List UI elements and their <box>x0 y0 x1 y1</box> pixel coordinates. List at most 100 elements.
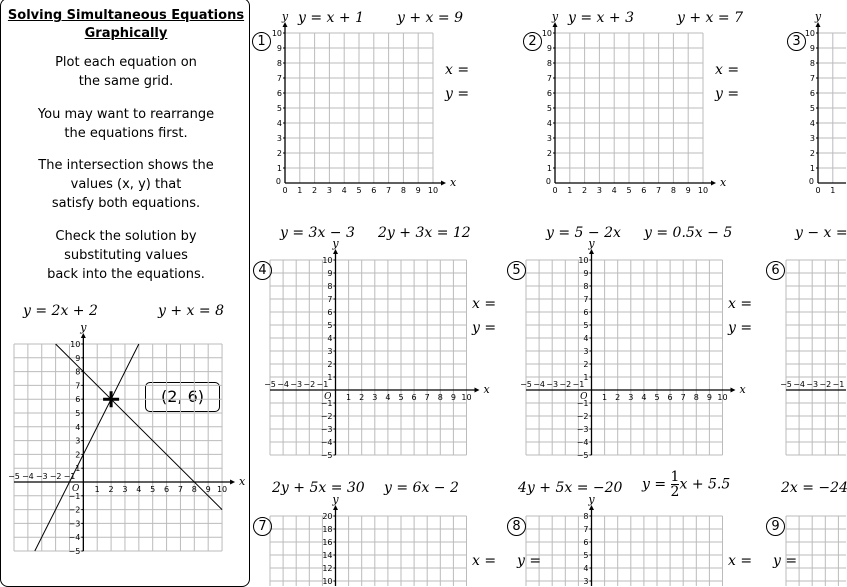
y-tick-label: 14 <box>322 551 332 560</box>
y-tick-label: 10 <box>272 29 282 38</box>
y-tick-label: 2 <box>327 360 332 369</box>
x-tick-label: 3 <box>372 393 377 402</box>
x-tick-label: 8 <box>192 485 197 494</box>
y-tick-label: 10 <box>322 577 332 586</box>
x-tick-label: 6 <box>668 393 673 402</box>
x-tick-label: 9 <box>707 393 712 402</box>
y-tick-label: −4 <box>321 438 333 447</box>
y-tick-label: −4 <box>577 438 589 447</box>
y-tick-label: −1 <box>321 399 333 408</box>
text-line: the same grid. <box>78 74 174 89</box>
y-tick-label: 5 <box>75 409 80 418</box>
problem-equation-2: y + x = 9 <box>397 10 463 26</box>
y-tick-label: 6 <box>583 308 588 317</box>
problem-7-graph: y 10 12 14 16 18 20 <box>269 493 467 586</box>
x-tick-label: 6 <box>371 186 376 195</box>
problem-number: 6 <box>766 261 785 280</box>
problem-equation-1: y = x + 1 <box>298 10 364 26</box>
x-tick-label: 1 <box>567 186 572 195</box>
y-tick-label: −4 <box>69 533 81 542</box>
worksheet-title-line2: Graphically <box>84 26 168 41</box>
problem-equation-2: y + x = 7 <box>677 10 743 26</box>
x-tick-label: 7 <box>656 186 661 195</box>
problem-equation-1: y − x = <box>795 225 847 241</box>
x-tick-label: −1 <box>833 380 845 389</box>
text-line: values (x, y) that <box>70 177 182 192</box>
x-tick-label: 1 <box>95 485 100 494</box>
x-tick-label: −5 <box>520 380 532 389</box>
y-tick-label: −3 <box>69 519 81 528</box>
y-tick-label: 10 <box>542 29 552 38</box>
denominator: 2 <box>670 484 680 500</box>
x-tick-label: −2 <box>303 380 315 389</box>
y-tick-label: 8 <box>547 59 552 68</box>
x-tick-label: 9 <box>416 186 421 195</box>
y-axis-label: y <box>551 10 559 23</box>
problem-number: 5 <box>507 261 526 280</box>
y-tick-label: 4 <box>327 334 332 343</box>
problem-number: 2 <box>523 32 542 51</box>
y-tick-label: 6 <box>547 89 552 98</box>
x-tick-label: 6 <box>641 186 646 195</box>
answer-x-label: x = <box>715 62 740 78</box>
x-tick-label: −4 <box>533 380 545 389</box>
y-tick-label: 3 <box>327 347 332 356</box>
problem-6-graph: −5 −4 −3 −2 −1 <box>780 259 846 456</box>
x-tick-label: 10 <box>461 393 471 402</box>
x-tick-label: 4 <box>641 393 646 402</box>
x-tick-label: 8 <box>438 393 443 402</box>
origin-label: O <box>580 392 588 402</box>
x-tick-label: 5 <box>150 485 155 494</box>
problem-number: 3 <box>787 32 806 51</box>
y-tick-label: 5 <box>277 104 282 113</box>
x-tick-label: −3 <box>806 380 818 389</box>
x-axis-arrow-icon <box>474 387 480 393</box>
y-tick-label: 0 <box>546 177 551 186</box>
y-tick-label: 2 <box>810 149 815 158</box>
x-tick-label: −3 <box>36 472 48 481</box>
x-tick-label: −1 <box>573 380 585 389</box>
problem-number: 4 <box>253 261 272 280</box>
y-axis-label: y <box>281 10 289 23</box>
problem-number: 1 <box>252 32 271 51</box>
y-axis-arrow-icon <box>552 22 558 27</box>
x-axis-arrow-icon <box>441 180 446 186</box>
x-tick-label: 1 <box>602 393 607 402</box>
y-tick-label: 9 <box>75 354 80 363</box>
y-tick-label: 12 <box>322 564 332 573</box>
x-tick-label: 4 <box>342 186 347 195</box>
y-tick-label: 5 <box>810 104 815 113</box>
y-tick-label: 7 <box>547 74 552 83</box>
x-tick-label: 9 <box>206 485 211 494</box>
y-tick-label: 0 <box>809 177 814 186</box>
problem-equation-1: y = 5 − 2x <box>546 225 621 241</box>
x-tick-label: −2 <box>819 380 831 389</box>
instruction-2: You may want to rearrange the equations f… <box>1 105 251 143</box>
problem-equation-2: 2y + 3x = 12 <box>378 225 471 241</box>
x-axis-arrow-icon <box>730 387 736 393</box>
x-tick-label: 5 <box>654 393 659 402</box>
x-tick-label: 10 <box>717 393 727 402</box>
y-axis-arrow-icon <box>589 249 594 254</box>
instructions-panel: Solving Simultaneous Equations Graphical… <box>0 0 250 587</box>
y-tick-label: 3 <box>583 577 588 586</box>
x-axis-arrow-icon <box>230 479 236 485</box>
y-tick-label: 6 <box>810 89 815 98</box>
y-tick-label: 8 <box>327 282 332 291</box>
x-tick-label: 7 <box>681 393 686 402</box>
problem-equation-1: 2x = −24 <box>781 480 847 496</box>
y-tick-label: 5 <box>583 321 588 330</box>
x-tick-label: −4 <box>793 380 805 389</box>
x-tick-label: 8 <box>671 186 676 195</box>
intersection-cross-icon <box>103 391 120 408</box>
eq-suffix: x + 5.5 <box>679 476 731 493</box>
x-tick-label: 1 <box>830 186 835 195</box>
x-tick-label: 2 <box>312 186 317 195</box>
y-tick-label: 9 <box>547 44 552 53</box>
answer-x-label: x = <box>728 296 753 312</box>
y-tick-label: 5 <box>547 104 552 113</box>
y-tick-label: 8 <box>583 282 588 291</box>
y-tick-label: 4 <box>583 334 588 343</box>
y-tick-label: −5 <box>69 547 81 556</box>
